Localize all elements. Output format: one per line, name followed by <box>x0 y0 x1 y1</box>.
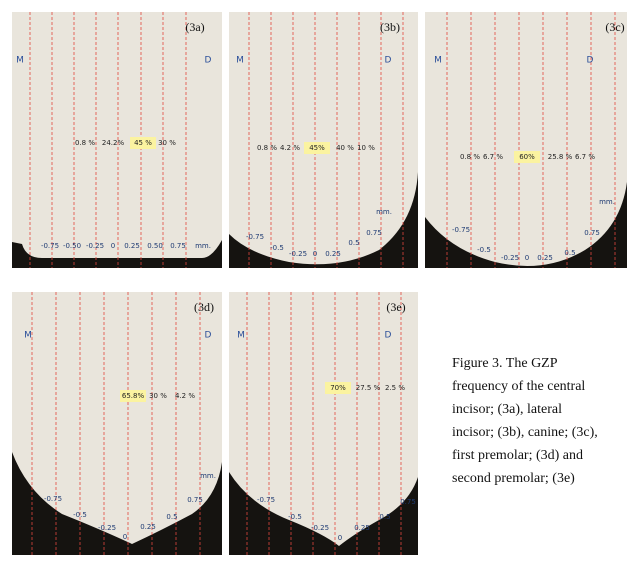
panel: (3b) M D 0.8 %4.2 % 45% 40 %10 % -0.75 -0.5 -0.2… <box>229 12 418 268</box>
tick-label: 0.25 <box>140 523 156 531</box>
percent: 30 % <box>149 392 167 400</box>
tick-label: 0.5 <box>564 249 575 257</box>
percent: 70% <box>330 384 346 392</box>
caption-line: first premolar; (3d) and <box>452 444 598 467</box>
tick-label: -0.25 <box>501 254 519 262</box>
tick-label: mm. <box>200 472 216 480</box>
tick-label: 0.25 <box>124 242 140 250</box>
percent: 60% <box>519 153 535 161</box>
tick-label: 0.25 <box>325 250 341 258</box>
tick-label: -0.5 <box>477 246 491 254</box>
caption-line: incisor; (3a), lateral <box>452 398 598 421</box>
mesial-label: M <box>434 56 442 66</box>
percent: 6.7 % <box>483 153 503 161</box>
percent: 45 % <box>134 139 152 147</box>
tick-label: mm. <box>195 242 211 250</box>
caption-line: second premolar; (3e) <box>452 467 598 490</box>
caption-line: incisor; (3b), canine; (3c), <box>452 421 598 444</box>
caption-line: Figure 3. The GZP <box>452 352 598 375</box>
panel-label: (3a) <box>185 20 204 34</box>
percent: 45% <box>309 144 325 152</box>
mesial-label: M <box>236 56 244 66</box>
percent: 2.5 % <box>385 384 405 392</box>
percent: 40 % <box>336 144 354 152</box>
tick-label: 0 <box>338 534 342 542</box>
mesial-label: M <box>237 331 245 341</box>
tick-label: 0.75 <box>400 498 416 506</box>
percent: 10 % <box>357 144 375 152</box>
tick-label: -0.75 <box>44 495 62 503</box>
percent: 30 % <box>158 139 176 147</box>
panel: (3a) M D 0.8 % 24.2% 45 % 30 % -0.75 -0.50 -0.25 0… <box>12 12 222 268</box>
tick-label: mm. <box>599 198 615 206</box>
tick-label: 0.5 <box>379 513 390 521</box>
panel-label: (3e) <box>386 300 405 314</box>
percent: 65.8% <box>122 392 145 400</box>
percent: 27.5 % <box>356 384 381 392</box>
distal-label: D <box>587 56 594 66</box>
panel-label: (3d) <box>194 300 214 314</box>
tick-label: 0.5 <box>348 239 359 247</box>
tick-label: 0 <box>111 242 115 250</box>
percent: 0.8 % <box>460 153 480 161</box>
tick-label: -0.75 <box>246 233 264 241</box>
tick-label: mm. <box>376 208 392 216</box>
panel: (3d) M D 65.8% 30 % 4.2 % -0.75 -0.5 -0.25 0 0.25 0… <box>12 292 222 555</box>
tick-label: 0 <box>123 533 127 541</box>
tooth-image: (3e) M D 70% 27.5 % 2.5 % -0.75 -0.5 -0.25 0 0.25 0… <box>229 292 418 555</box>
mesial-label: M <box>24 331 32 341</box>
caption-line: frequency of the central <box>452 375 598 398</box>
tick-label: 0.75 <box>366 229 382 237</box>
tick-label: -0.75 <box>41 242 59 250</box>
distal-label: D <box>385 56 392 66</box>
percent: 0.8 % <box>257 144 277 152</box>
distal-label: D <box>205 56 212 66</box>
tick-label: -0.25 <box>289 250 307 258</box>
distal-label: D <box>205 331 212 341</box>
tick-label: -0.25 <box>86 242 104 250</box>
mesial-label: M <box>16 56 24 66</box>
tick-label: -0.5 <box>288 513 302 521</box>
percent: 0.8 % <box>75 139 95 147</box>
tooth <box>229 12 418 264</box>
tick-label: 0.75 <box>584 229 600 237</box>
percent: 24.2% <box>102 139 125 147</box>
tooth <box>12 292 222 544</box>
tooth-image: (3a) M D 0.8 % 24.2% 45 % 30 % -0.75 -0.50 -0.25 0… <box>12 12 222 268</box>
tick-label: 0 <box>525 254 529 262</box>
tooth <box>12 12 222 258</box>
tick-label: 0.50 <box>147 242 163 250</box>
figure: Figure 3. The GZPfrequency of the centra… <box>0 0 627 561</box>
percent: 6.7 % <box>575 153 595 161</box>
panel-label: (3c) <box>605 20 624 34</box>
tick-label: 0.5 <box>166 513 177 521</box>
tooth-image: (3d) M D 65.8% 30 % 4.2 % -0.75 -0.5 -0.25 0 0.25 0… <box>12 292 222 555</box>
tick-label: 0.75 <box>187 496 203 504</box>
panel-label: (3b) <box>380 20 400 34</box>
tick-label: 0.25 <box>537 254 553 262</box>
tooth-image: (3b) M D 0.8 %4.2 % 45% 40 %10 % -0.75 -0.5 -0.2… <box>229 12 418 268</box>
tick-label: -0.50 <box>63 242 81 250</box>
tick-label: -0.75 <box>452 226 470 234</box>
tick-label: 0.25 <box>354 524 370 532</box>
tick-label: 0 <box>313 250 317 258</box>
distal-label: D <box>385 331 392 341</box>
tick-label: -0.25 <box>311 524 329 532</box>
tick-label: 0.75 <box>170 242 186 250</box>
percent: 4.2 % <box>280 144 300 152</box>
tick-label: -0.75 <box>257 496 275 504</box>
tick-label: -0.5 <box>73 511 87 519</box>
tick-label: -0.25 <box>98 524 116 532</box>
panel: (3e) M D 70% 27.5 % 2.5 % -0.75 -0.5 -0.25 0 0.25 0… <box>229 292 418 555</box>
tick-label: -0.5 <box>270 244 284 252</box>
percent: 4.2 % <box>175 392 195 400</box>
percent: 25.8 % <box>548 153 573 161</box>
